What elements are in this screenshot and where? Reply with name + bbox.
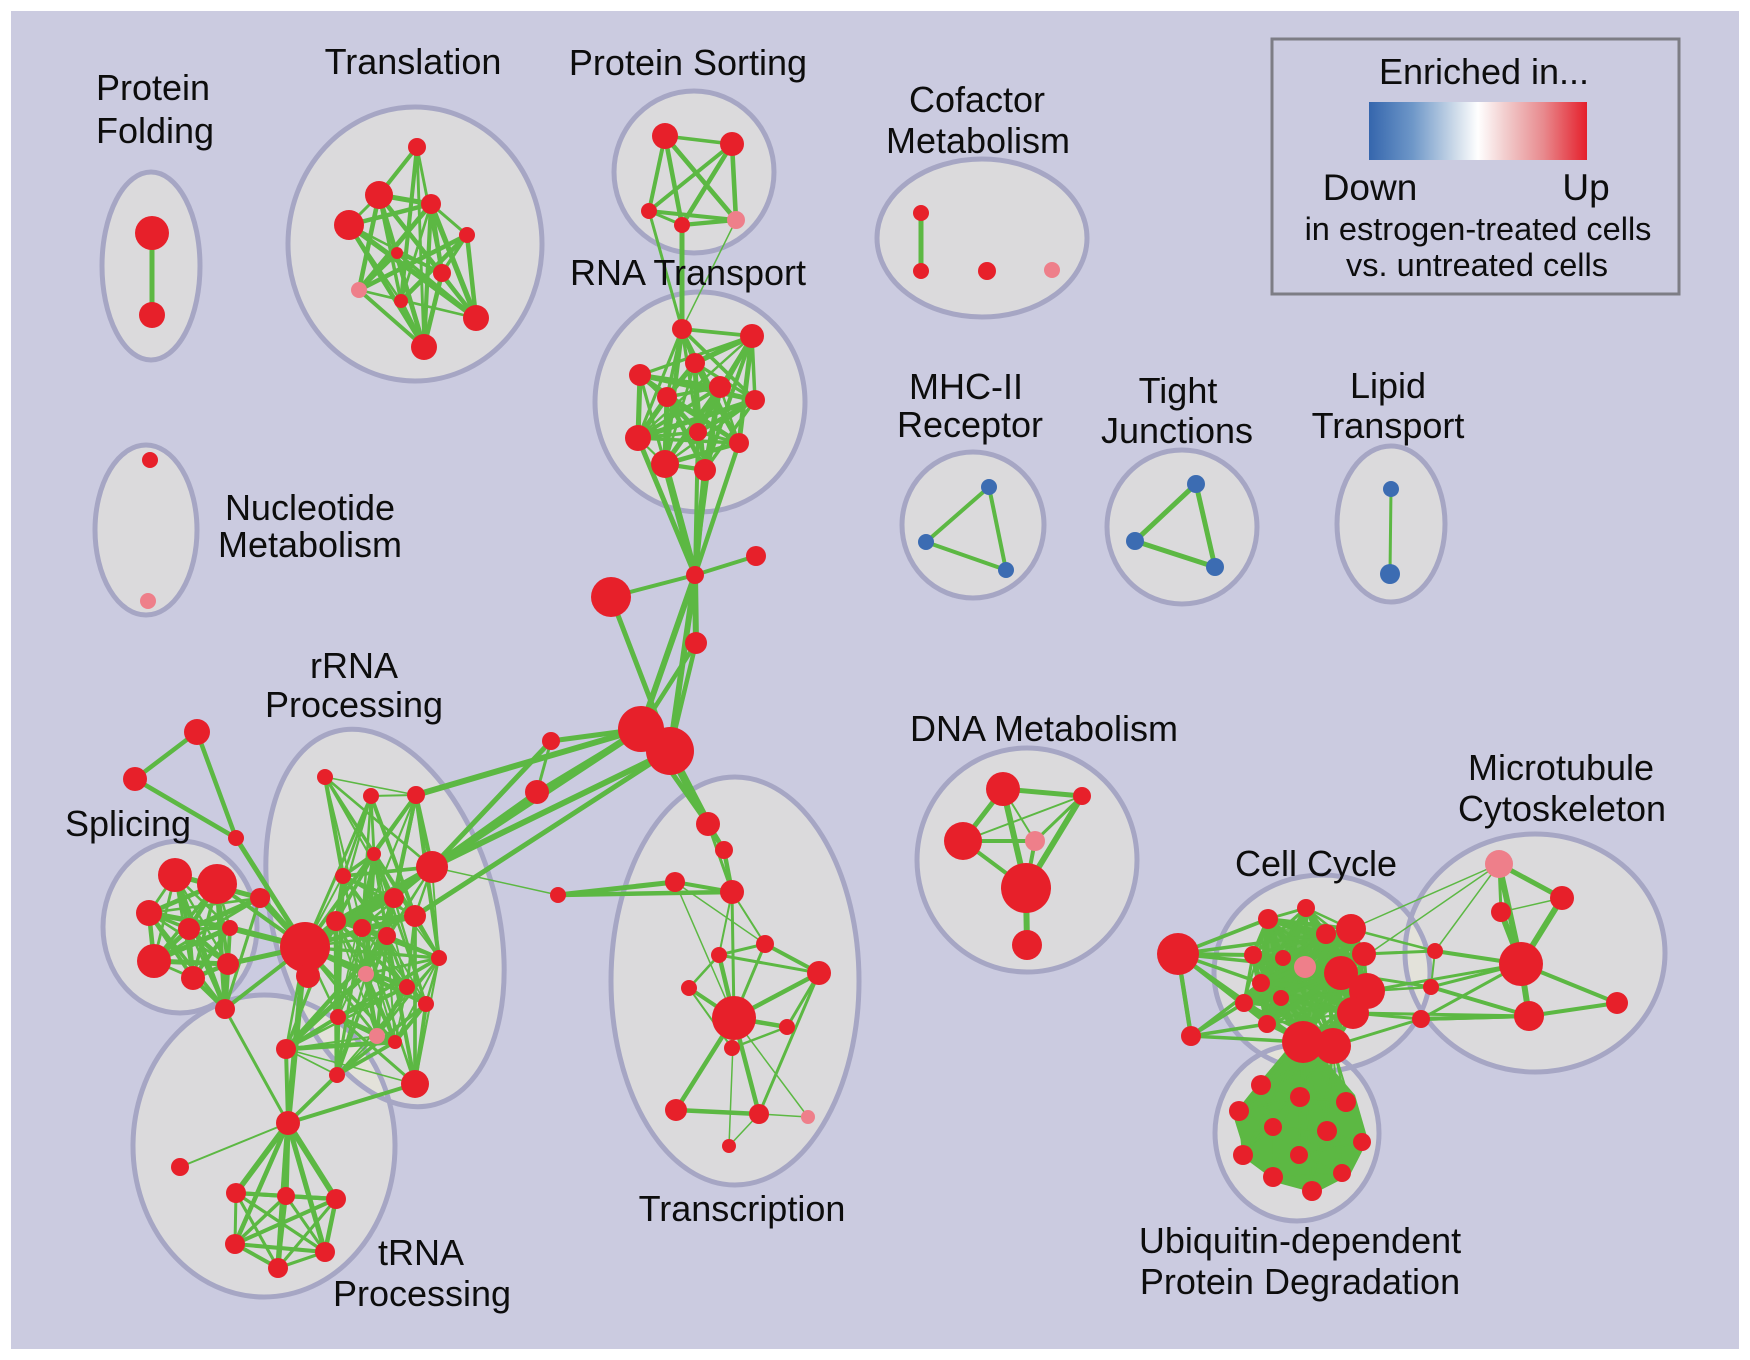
svg-text:Tight: Tight <box>1139 370 1218 411</box>
svg-text:Metabolism: Metabolism <box>218 524 402 565</box>
svg-text:Receptor: Receptor <box>897 404 1043 445</box>
svg-text:Protein: Protein <box>96 67 210 108</box>
svg-text:DNA Metabolism: DNA Metabolism <box>910 708 1178 749</box>
svg-text:in estrogen-treated cells: in estrogen-treated cells <box>1305 211 1652 247</box>
svg-text:Cell Cycle: Cell Cycle <box>1235 843 1397 884</box>
svg-text:Folding: Folding <box>96 110 214 151</box>
svg-text:rRNA: rRNA <box>310 645 398 686</box>
svg-text:Up: Up <box>1562 167 1609 208</box>
svg-text:Processing: Processing <box>333 1273 511 1314</box>
svg-text:Transcription: Transcription <box>639 1188 846 1229</box>
svg-text:Transport: Transport <box>1312 405 1465 446</box>
svg-text:Metabolism: Metabolism <box>886 120 1070 161</box>
svg-text:Splicing: Splicing <box>65 803 191 844</box>
svg-text:Cytoskeleton: Cytoskeleton <box>1458 788 1666 829</box>
svg-text:vs. untreated cells: vs. untreated cells <box>1346 247 1608 283</box>
svg-text:Protein Degradation: Protein Degradation <box>1140 1261 1460 1302</box>
svg-text:Microtubule: Microtubule <box>1468 747 1654 788</box>
svg-text:RNA Transport: RNA Transport <box>570 252 806 293</box>
svg-text:Enriched in...: Enriched in... <box>1379 51 1589 92</box>
svg-text:Ubiquitin-dependent: Ubiquitin-dependent <box>1139 1220 1461 1261</box>
svg-text:Junctions: Junctions <box>1101 410 1253 451</box>
svg-text:Down: Down <box>1323 167 1418 208</box>
svg-text:Processing: Processing <box>265 684 443 725</box>
svg-text:MHC-II: MHC-II <box>909 366 1023 407</box>
svg-text:Protein Sorting: Protein Sorting <box>569 42 807 83</box>
svg-text:tRNA: tRNA <box>378 1232 464 1273</box>
svg-text:Translation: Translation <box>325 41 502 82</box>
svg-text:Cofactor: Cofactor <box>909 79 1045 120</box>
svg-text:Nucleotide: Nucleotide <box>225 487 395 528</box>
svg-text:Lipid: Lipid <box>1350 365 1426 406</box>
